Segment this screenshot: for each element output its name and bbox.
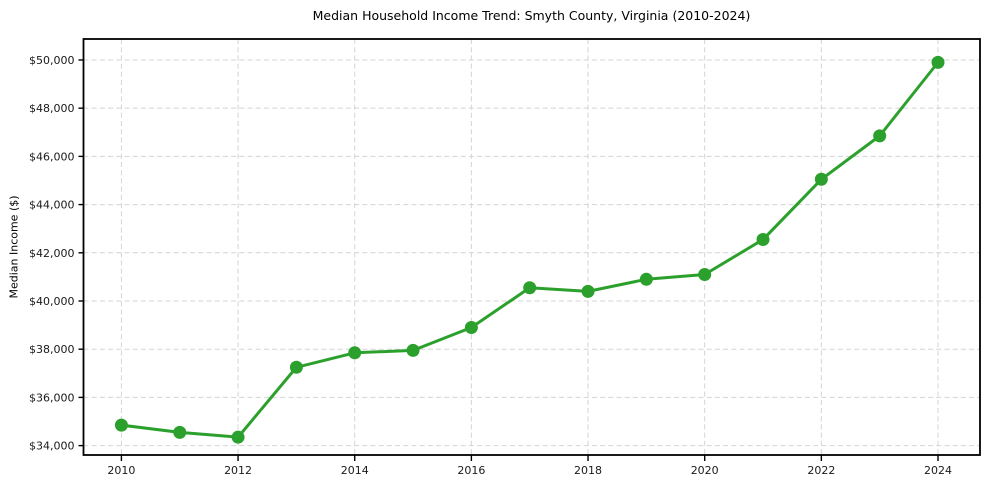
- y-tick-label: $44,000: [29, 199, 75, 212]
- x-tick-label: 2016: [457, 464, 485, 477]
- data-point: [173, 425, 187, 439]
- data-point: [873, 129, 887, 143]
- y-tick-label: $40,000: [29, 295, 75, 308]
- x-tick-label: 2012: [224, 464, 252, 477]
- data-point: [231, 430, 245, 444]
- data-point: [639, 272, 653, 286]
- data-point: [464, 321, 478, 335]
- data-point: [406, 343, 420, 357]
- data-point: [931, 55, 945, 69]
- y-tick-label: $34,000: [29, 440, 75, 453]
- plot-background: [83, 39, 980, 455]
- y-tick-label: $42,000: [29, 247, 75, 260]
- data-point: [114, 418, 128, 432]
- y-tick-label: $48,000: [29, 102, 75, 115]
- y-tick-label: $46,000: [29, 150, 75, 163]
- data-point: [814, 172, 828, 186]
- data-point: [289, 360, 303, 374]
- y-tick-label: $38,000: [29, 343, 75, 356]
- x-tick-label: 2024: [924, 464, 952, 477]
- data-point: [523, 281, 537, 295]
- plot-border: [82, 38, 981, 456]
- x-tick-label: 2010: [107, 464, 135, 477]
- y-tick-label: $36,000: [29, 391, 75, 404]
- y-tick-label: $50,000: [29, 54, 75, 67]
- chart-title: Median Household Income Trend: Smyth Cou…: [312, 8, 751, 23]
- data-point: [698, 267, 712, 281]
- data-point: [756, 233, 770, 247]
- x-tick-label: 2018: [574, 464, 602, 477]
- data-point: [348, 346, 362, 360]
- x-tick-label: 2014: [341, 464, 369, 477]
- x-tick-label: 2022: [807, 464, 835, 477]
- x-tick-label: 2020: [691, 464, 719, 477]
- data-point: [581, 284, 595, 298]
